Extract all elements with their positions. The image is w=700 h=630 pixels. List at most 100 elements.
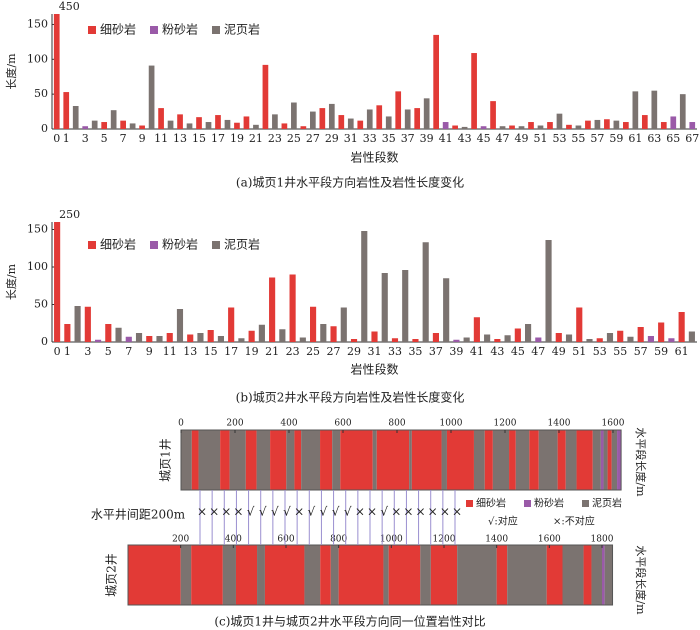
strip-segment bbox=[457, 545, 497, 605]
data-label: 450 bbox=[59, 0, 80, 13]
bar bbox=[432, 333, 439, 342]
strip-segment bbox=[446, 430, 474, 490]
bar bbox=[248, 330, 255, 342]
x-tick-label: 1200 bbox=[433, 535, 456, 545]
x-tick-label: 3 bbox=[84, 345, 91, 358]
x-axis-label: 岩性段数 bbox=[350, 150, 398, 165]
x-tick-label: 600 bbox=[277, 535, 294, 545]
axis-label: 水平段长度/m bbox=[634, 545, 648, 615]
strip-segment bbox=[562, 545, 584, 605]
legend-swatch bbox=[212, 241, 220, 249]
strip-segment bbox=[330, 545, 339, 605]
bar bbox=[135, 333, 143, 342]
bar bbox=[258, 324, 265, 342]
bar bbox=[576, 307, 583, 342]
x-tick-label: 13 bbox=[173, 132, 187, 145]
bar bbox=[627, 336, 634, 342]
strip-segment bbox=[222, 545, 236, 605]
strip-segment bbox=[245, 430, 257, 490]
x-tick-label: 53 bbox=[593, 345, 607, 358]
bar bbox=[186, 123, 193, 129]
legend-label: 细砂岩 bbox=[476, 497, 506, 510]
x-tick-label: 7 bbox=[125, 345, 132, 358]
x-tick-label: 35 bbox=[408, 345, 422, 358]
x-tick-label: 19 bbox=[245, 345, 259, 358]
strip-segment bbox=[320, 430, 333, 490]
x-tick-label: 25 bbox=[306, 345, 320, 358]
bar bbox=[53, 14, 60, 129]
x-tick-label: 5 bbox=[101, 132, 108, 145]
strip-segment bbox=[191, 430, 199, 490]
bar bbox=[606, 333, 614, 342]
x-tick-label: 1400 bbox=[548, 419, 571, 429]
x-tick-label: 11 bbox=[163, 345, 177, 358]
x-tick-label: 35 bbox=[382, 132, 396, 145]
bar bbox=[366, 109, 373, 129]
bar bbox=[679, 94, 686, 129]
x-tick-label: 29 bbox=[347, 345, 361, 358]
strip-segment bbox=[603, 430, 608, 490]
x-tick-label: 63 bbox=[647, 132, 661, 145]
strip-segment bbox=[484, 430, 493, 490]
legend-label: 泥页岩 bbox=[224, 22, 260, 37]
bar bbox=[461, 126, 468, 129]
x-tick-label: 1000 bbox=[380, 535, 403, 545]
match-mark: √ bbox=[283, 505, 291, 519]
x-tick-label: 41 bbox=[439, 132, 453, 145]
match-mark: √ bbox=[307, 505, 315, 519]
legend-swatch bbox=[466, 500, 473, 507]
x-tick-label: 47 bbox=[496, 132, 510, 145]
bar bbox=[471, 53, 477, 129]
x-axis-label: 岩性段数 bbox=[350, 362, 398, 377]
strip-segment bbox=[388, 545, 421, 605]
match-mark: × bbox=[209, 505, 219, 519]
bar bbox=[637, 327, 644, 342]
bar bbox=[689, 122, 696, 129]
bar bbox=[613, 120, 620, 129]
x-tick-label: 3 bbox=[82, 132, 89, 145]
bar bbox=[217, 336, 224, 342]
bar bbox=[678, 312, 685, 342]
x-tick-label: 23 bbox=[286, 345, 300, 358]
bar bbox=[525, 324, 532, 342]
strip-segment bbox=[338, 545, 384, 605]
x-tick-label: 0 bbox=[54, 345, 61, 358]
bar bbox=[452, 125, 458, 129]
x-tick-label: 800 bbox=[388, 419, 405, 429]
x-tick-label: 49 bbox=[515, 132, 529, 145]
bar bbox=[289, 274, 296, 342]
legend-swatch bbox=[212, 26, 220, 34]
bar bbox=[357, 120, 364, 129]
bar bbox=[197, 333, 204, 342]
bar bbox=[414, 108, 421, 129]
strip-segment bbox=[304, 545, 321, 605]
bar bbox=[91, 120, 98, 129]
strip-segment bbox=[592, 430, 601, 490]
strip-segment bbox=[507, 545, 547, 605]
x-tick-label: 1 bbox=[63, 132, 70, 145]
y-axis-label: 长度/m bbox=[4, 53, 18, 90]
x-tick-label: 400 bbox=[225, 535, 242, 545]
well-name: 城页2井 bbox=[105, 553, 119, 597]
bar bbox=[604, 119, 610, 129]
bar bbox=[565, 334, 573, 342]
bar bbox=[547, 122, 553, 129]
bar bbox=[328, 103, 335, 129]
bar bbox=[299, 337, 306, 342]
y-tick-label: 50 bbox=[34, 87, 48, 100]
x-tick-label: 17 bbox=[224, 345, 238, 358]
bar bbox=[139, 125, 145, 129]
legend-label: 泥页岩 bbox=[592, 497, 622, 510]
bar bbox=[518, 126, 525, 129]
spacing-label: 水平井间距200m bbox=[91, 508, 186, 522]
bar bbox=[480, 126, 487, 129]
bar bbox=[391, 338, 399, 342]
bar bbox=[381, 273, 388, 342]
bar bbox=[514, 328, 521, 342]
strip-segment bbox=[294, 430, 302, 490]
x-tick-label: 9 bbox=[146, 345, 153, 358]
bar bbox=[64, 324, 71, 342]
bar bbox=[243, 116, 250, 129]
x-tick-label: 31 bbox=[344, 132, 358, 145]
